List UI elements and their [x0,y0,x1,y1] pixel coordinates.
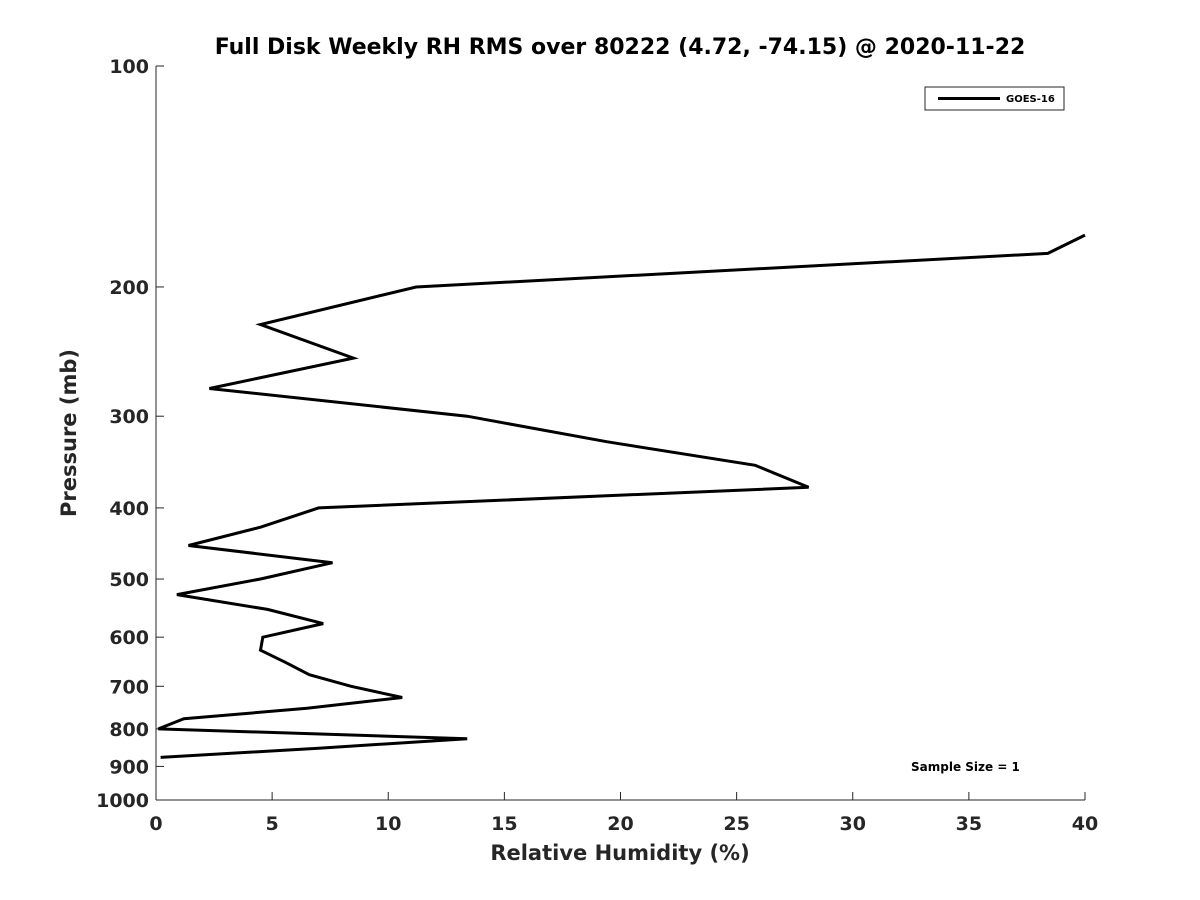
x-tick-label: 0 [149,813,162,835]
y-tick-label: 900 [109,756,149,778]
y-tick-label: 100 [109,56,149,78]
legend-label: GOES-16 [1006,94,1055,105]
y-tick-label: 600 [109,627,149,649]
legend: GOES-16 [924,86,1065,111]
y-tick-label: 1000 [96,790,149,812]
series-line-goes-16 [157,233,1086,759]
x-axis-ticks: 0 5 10 15 20 25 30 35 40 [149,792,1098,835]
x-tick-label: 5 [266,813,279,835]
y-tick-label: 800 [109,719,149,741]
y-tick-label: 400 [109,498,149,520]
plot-area [155,66,1085,801]
x-tick-label: 25 [723,813,749,835]
x-tick-label: 10 [375,813,401,835]
x-tick-label: 20 [607,813,633,835]
chart-title: Full Disk Weekly RH RMS over 80222 (4.72… [215,35,1026,60]
series-layer [157,233,1086,759]
x-tick-label: 15 [491,813,517,835]
x-tick-label: 30 [840,813,866,835]
x-axis-label: Relative Humidity (%) [490,841,749,865]
y-axis-ticks: 100 200 300 400 500 600 700 800 900 1000 [96,56,164,812]
sample-size-annotation: Sample Size = 1 [911,760,1020,774]
x-tick-label: 35 [956,813,982,835]
y-tick-label: 500 [109,569,149,591]
x-tick-label: 40 [1072,813,1098,835]
y-axis-label: Pressure (mb) [57,349,81,517]
y-tick-label: 200 [109,277,149,299]
y-tick-label: 300 [109,406,149,428]
y-tick-label: 700 [109,676,149,698]
